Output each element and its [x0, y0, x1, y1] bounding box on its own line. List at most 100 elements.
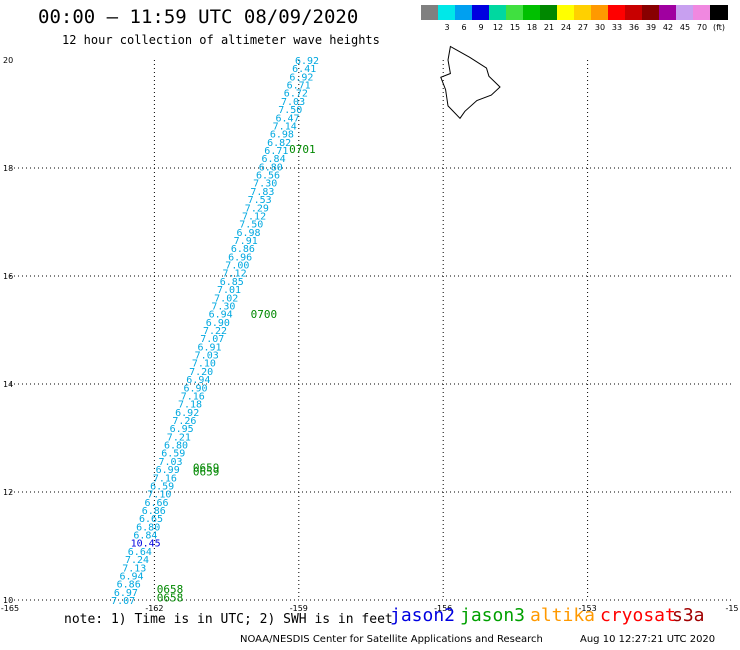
legend-swatch — [523, 5, 541, 20]
x-tick-label: -156 — [434, 604, 452, 613]
wave-height-value: 6.92 — [175, 408, 199, 419]
wave-height-value: 7.07 — [111, 596, 135, 607]
wave-height-value: 6.90 — [184, 383, 208, 394]
pass-time-label: 0658 — [157, 591, 184, 604]
satellite-label-altika: altika — [530, 605, 596, 626]
wave-height-value: 7.13 — [122, 563, 146, 574]
page-subtitle: 12 hour collection of altimeter wave hei… — [62, 33, 380, 47]
satellite-label-jason2: jason2 — [390, 605, 456, 626]
wave-height-value: 6.99 — [156, 465, 180, 476]
wave-height-value: 6.80 — [259, 162, 283, 173]
legend-swatch-label: 70 — [696, 23, 708, 32]
island-coastline — [440, 45, 501, 120]
wave-height-value: 6.41 — [292, 64, 316, 75]
wave-height-value: 7.20 — [189, 367, 213, 378]
wave-height-value: 6.59 — [150, 481, 174, 492]
y-tick-label: 18 — [3, 164, 13, 173]
wave-height-value: 7.26 — [172, 416, 196, 427]
wave-height-value: 6.47 — [275, 113, 299, 124]
y-tick-label: 10 — [3, 596, 13, 605]
wave-height-value: 6.86 — [117, 580, 141, 591]
y-tick-label: 14 — [3, 380, 13, 389]
wave-height-value: 7.02 — [214, 293, 238, 304]
wave-height-value: 7.83 — [250, 187, 274, 198]
y-tick-label: 20 — [3, 56, 13, 65]
wave-height-value: 6.71 — [264, 146, 288, 157]
wave-height-value: 6.84 — [133, 531, 157, 542]
legend-swatch-label: 27 — [577, 23, 589, 32]
page-title: 00:00 – 11:59 UTC 08/09/2020 — [38, 6, 359, 28]
x-tick-label: -159 — [290, 604, 308, 613]
units-note: note: 1) Time is in UTC; 2) SWH is in fe… — [64, 612, 393, 627]
legend-swatch — [421, 5, 439, 20]
satellite-label-s3a: s3a — [672, 605, 705, 626]
wave-height-value: 7.22 — [203, 326, 227, 337]
wave-height-value: 6.90 — [206, 318, 230, 329]
wave-height-value: 7.30 — [253, 179, 277, 190]
legend-swatch — [438, 5, 456, 20]
legend-swatch-label: 21 — [543, 23, 555, 32]
wave-height-value: 6.59 — [161, 449, 185, 460]
legend-swatch — [625, 5, 643, 20]
legend-swatch-label: 42 — [662, 23, 674, 32]
wave-height-value: 7.10 — [192, 359, 216, 370]
wave-height-value: 7.53 — [248, 195, 272, 206]
wave-height-value: 7.03 — [195, 351, 219, 362]
y-tick-label: 12 — [3, 488, 13, 497]
wave-height-value: 6.80 — [136, 522, 160, 533]
wave-height-value: 7.01 — [217, 285, 241, 296]
wave-height-value: 6.56 — [256, 171, 280, 182]
wave-height-value: 7.03 — [158, 457, 182, 468]
legend-swatch-label: 12 — [492, 23, 504, 32]
wave-height-value: 7.14 — [273, 121, 297, 132]
x-tick-label: -162 — [145, 604, 163, 613]
legend-swatch-label: 3 — [444, 23, 450, 32]
wave-height-value: 6.66 — [145, 498, 169, 509]
wave-height-value: 7.29 — [245, 203, 269, 214]
wave-height-value: 6.98 — [236, 228, 260, 239]
wave-height-value: 7.50 — [278, 105, 302, 116]
satellite-label-cryosat: cryosat — [600, 605, 676, 626]
legend-swatch — [642, 5, 660, 20]
wave-height-value: 7.00 — [225, 261, 249, 272]
legend-swatch-label: 36 — [628, 23, 640, 32]
wave-height-value: 7.03 — [281, 97, 305, 108]
wave-height-value: 6.72 — [284, 89, 308, 100]
legend-swatch — [472, 5, 490, 20]
wave-height-value: 6.98 — [270, 130, 294, 141]
x-tick-label: -165 — [1, 604, 19, 613]
legend-swatch — [506, 5, 524, 20]
wave-height-value: 7.21 — [167, 432, 191, 443]
wave-height-value: 6.65 — [139, 514, 163, 525]
wave-height-value: 6.85 — [220, 277, 244, 288]
wave-height-value: 6.91 — [197, 342, 221, 353]
legend-swatch — [659, 5, 677, 20]
wave-height-value: 6.64 — [128, 547, 152, 558]
wave-height-value: 7.24 — [125, 555, 149, 566]
wave-height-value: 6.92 — [295, 56, 319, 67]
wave-height-value: 6.86 — [142, 506, 166, 517]
satellite-label-jason3: jason3 — [460, 605, 526, 626]
wave-height-value: 6.97 — [114, 588, 138, 599]
wave-height-value: 7.18 — [178, 400, 202, 411]
wave-height-value: 7.12 — [242, 211, 266, 222]
wave-height-value: 6.82 — [267, 138, 291, 149]
pass-time-label: 0658 — [157, 583, 184, 596]
legend-swatch — [693, 5, 711, 20]
legend-swatch-label: 39 — [645, 23, 657, 32]
wave-height-value: 7.30 — [211, 301, 235, 312]
legend-swatch — [608, 5, 626, 20]
legend-swatch — [557, 5, 575, 20]
legend-swatch-label: 9 — [478, 23, 484, 32]
wave-height-value: 7.10 — [147, 490, 171, 501]
legend-swatch-label: 15 — [509, 23, 521, 32]
wave-height-value: 6.84 — [262, 154, 286, 165]
legend-swatch — [455, 5, 473, 20]
legend-swatch — [489, 5, 507, 20]
pass-time-label: 0659 — [193, 462, 220, 475]
wave-height-value: 7.12 — [223, 269, 247, 280]
x-tick-label: -15 — [725, 604, 738, 613]
timestamp-text: Aug 10 12:27:21 UTC 2020 — [580, 634, 716, 645]
wave-height-value: 6.94 — [119, 571, 143, 582]
